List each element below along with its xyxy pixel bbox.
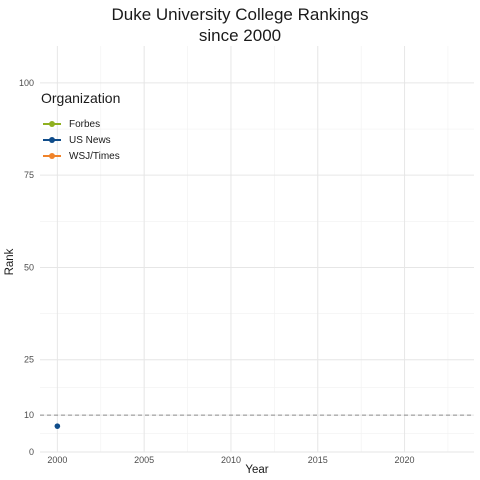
y-tick-label: 25 xyxy=(24,355,34,365)
data-point xyxy=(54,423,61,429)
x-tick-label: 2000 xyxy=(47,455,67,465)
y-axis-ticks: 0 10 25 50 75 100 xyxy=(19,78,34,457)
y-axis-title: Rank xyxy=(4,248,16,275)
x-axis-title: Year xyxy=(245,464,268,476)
legend-key xyxy=(41,148,63,164)
y-tick-label: 10 xyxy=(24,410,34,420)
chart-title: Duke University College Rankings since 2… xyxy=(0,4,480,46)
y-tick-label: 0 xyxy=(29,447,34,457)
chart-title-line-2: since 2000 xyxy=(198,26,282,45)
legend-items: Forbes US News WSJ/Times xyxy=(41,116,120,164)
legend-item: US News xyxy=(41,132,120,148)
y-tick-label: 100 xyxy=(19,78,34,88)
y-tick-label: 75 xyxy=(24,170,34,180)
legend-label: Forbes xyxy=(69,118,101,130)
y-tick-label: 50 xyxy=(24,262,34,272)
series-layer xyxy=(54,423,61,429)
legend-key xyxy=(41,132,63,148)
x-axis-ticks: 2000 2005 2010 2015 2020 xyxy=(47,455,414,465)
legend-item: Forbes xyxy=(41,116,120,132)
legend-title: Organization xyxy=(41,90,121,106)
legend-label: WSJ/Times xyxy=(69,150,120,162)
chart-title-line-1: Duke University College Rankings xyxy=(111,5,369,24)
legend-item: WSJ/Times xyxy=(41,148,120,164)
legend-key xyxy=(41,116,63,132)
legend-label: US News xyxy=(69,134,111,146)
x-tick-label: 2010 xyxy=(221,455,241,465)
x-tick-label: 2020 xyxy=(395,455,415,465)
legend: Organization Forbes US News WSJ/Times xyxy=(41,90,120,164)
x-tick-label: 2015 xyxy=(308,455,328,465)
x-tick-label: 2005 xyxy=(134,455,154,465)
